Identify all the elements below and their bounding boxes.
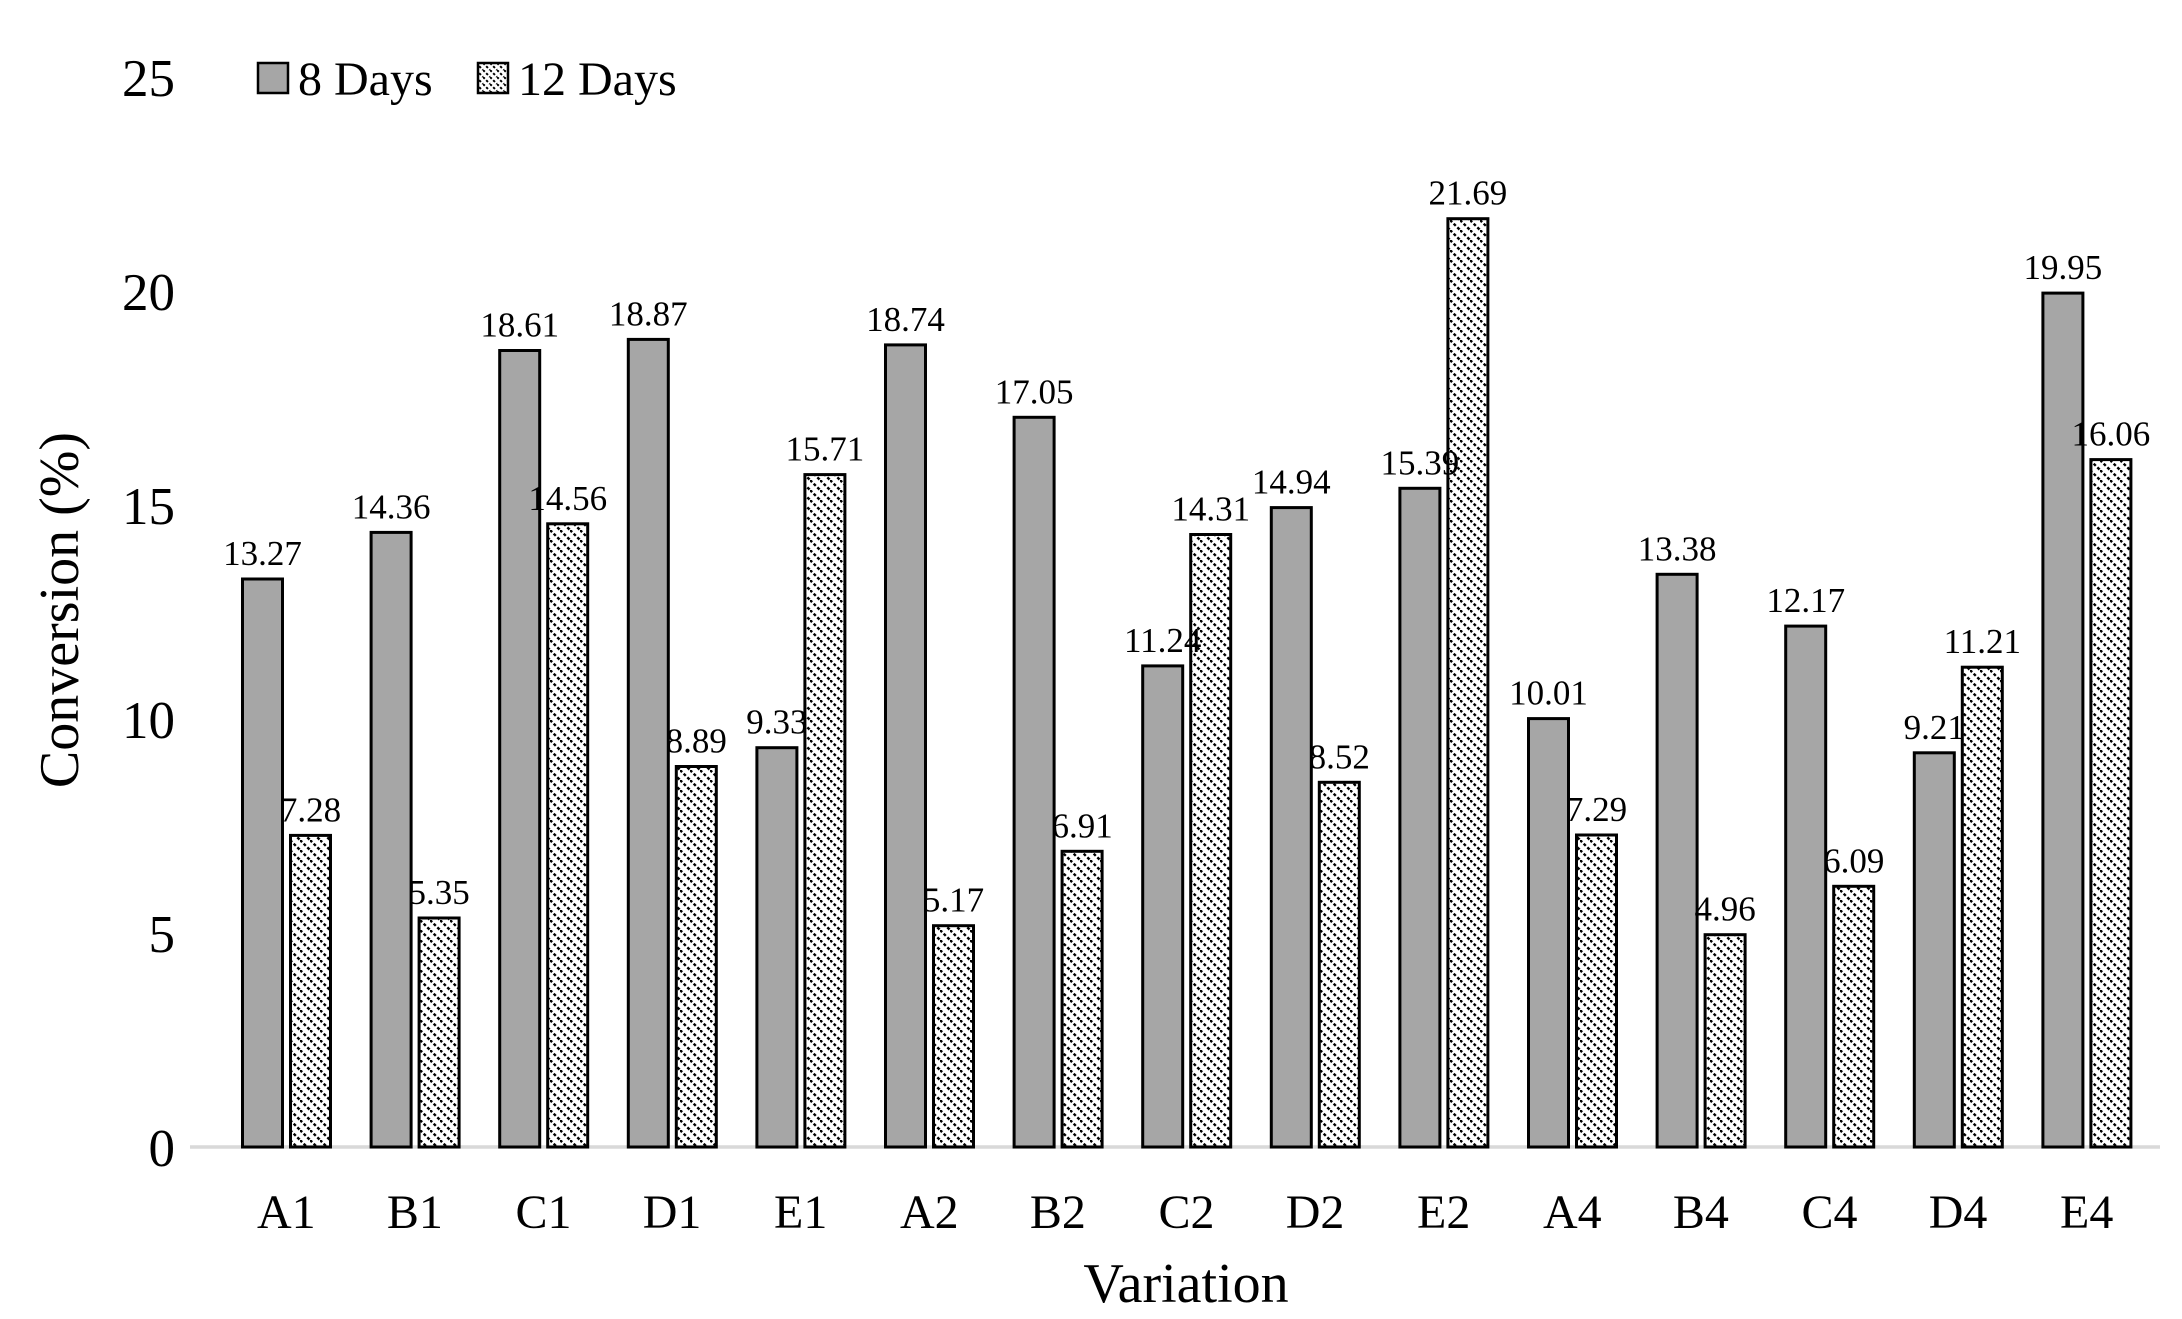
bar: [369, 530, 413, 1149]
category-label: B1: [387, 1186, 443, 1239]
value-label: 14.56: [528, 479, 607, 518]
value-label: 7.28: [280, 790, 341, 829]
y-axis-ticks: 0 5 10 15 20 25: [122, 50, 175, 1178]
value-label: 12.17: [1766, 581, 1845, 620]
legend-label-8-days: 8 Days: [298, 53, 433, 106]
category-label: E1: [774, 1186, 827, 1239]
value-label: 14.31: [1171, 490, 1250, 529]
category-label: D4: [1929, 1186, 1988, 1239]
bar: [755, 746, 799, 1149]
value-label: 21.69: [1429, 174, 1508, 213]
y-axis-title: Conversion (%): [29, 432, 91, 788]
bar: [1527, 717, 1570, 1149]
bar: [1060, 849, 1104, 1149]
bar: [1141, 664, 1185, 1149]
bar: [1703, 933, 1747, 1149]
plot-area: 13.27 14.36 18.61 18.87 9.33 18.74 17.05 11.24 1…: [223, 174, 2151, 1149]
category-label: D1: [643, 1186, 702, 1239]
x-axis-title: Variation: [1083, 1253, 1288, 1315]
category-label: E4: [2060, 1186, 2113, 1239]
value-label: 19.95: [2024, 248, 2103, 287]
value-label: 4.96: [1694, 890, 1755, 929]
value-label: 10.01: [1509, 674, 1588, 713]
bar: [2041, 291, 2085, 1149]
y-tick-label: 5: [149, 906, 176, 964]
value-label: 6.91: [1051, 806, 1112, 845]
value-label: 5.35: [408, 873, 469, 912]
bar: [1912, 751, 1956, 1149]
bar: [674, 765, 718, 1149]
bar: [417, 916, 461, 1149]
value-label: 14.36: [352, 487, 431, 526]
x-axis-categories: A1 B1 C1 D1 E1 A2 B2 C2 D2 E2 A4 B4 C4 D4 E4: [257, 1186, 2113, 1239]
bar: [289, 833, 332, 1149]
legend: 8 Days 12 Days: [256, 53, 677, 106]
y-tick-label: 20: [122, 264, 175, 322]
bar: [1832, 884, 1876, 1149]
value-label: 13.38: [1638, 529, 1717, 568]
bar: [1784, 624, 1828, 1149]
value-label: 17.05: [995, 372, 1074, 411]
value-label: 18.74: [866, 300, 945, 339]
bar: [241, 577, 284, 1149]
category-label: A2: [900, 1186, 959, 1239]
bar: [1960, 665, 2004, 1149]
legend-swatch-8-days-icon: [256, 61, 290, 95]
bar: [1655, 572, 1699, 1149]
category-label: C1: [515, 1186, 571, 1239]
category-label: A4: [1543, 1186, 1602, 1239]
value-label: 8.89: [666, 722, 727, 761]
category-label: B2: [1030, 1186, 1086, 1239]
value-label: 15.71: [786, 430, 865, 469]
bar: [626, 337, 670, 1149]
bar: [1575, 833, 1618, 1149]
value-label: 16.06: [2072, 415, 2151, 454]
value-label: 18.87: [609, 294, 688, 333]
bar: [803, 473, 847, 1149]
category-label: C2: [1158, 1186, 1214, 1239]
category-label: B4: [1673, 1186, 1729, 1239]
bar: [1189, 533, 1233, 1149]
bar: [1398, 486, 1442, 1149]
value-label: 6.09: [1823, 841, 1884, 880]
value-label: 7.29: [1566, 790, 1627, 829]
bar: [884, 343, 927, 1149]
value-label: 14.94: [1252, 463, 1331, 502]
value-label: 18.61: [480, 306, 559, 345]
value-label: 11.24: [1124, 621, 1201, 660]
y-tick-label: 15: [122, 478, 175, 536]
value-label: 15.39: [1381, 443, 1460, 482]
category-label: C4: [1801, 1186, 1857, 1239]
bar: [1012, 415, 1056, 1149]
bar: [1446, 217, 1490, 1149]
category-label: A1: [257, 1186, 316, 1239]
series-8-days: 13.27 14.36 18.61 18.87 9.33 18.74 17.05 11.24 1…: [223, 248, 2103, 1149]
value-label: 11.21: [1944, 622, 2021, 661]
value-label: 8.52: [1309, 737, 1370, 776]
legend-label-12-days: 12 Days: [518, 53, 677, 106]
y-tick-label: 10: [122, 692, 175, 750]
bar: [2089, 458, 2133, 1149]
value-label: 9.33: [746, 703, 807, 742]
bar: [1269, 506, 1313, 1149]
bar: [1317, 780, 1361, 1149]
legend-swatch-12-days-icon: [476, 61, 510, 95]
value-label: 9.21: [1904, 708, 1965, 747]
bar: [546, 522, 590, 1149]
series-12-days: 7.28 5.35 14.56 8.89 15.71 5.17 6.91 14.31 8.52 2…: [280, 174, 2151, 1149]
value-label: 13.27: [223, 534, 302, 573]
category-label: D2: [1286, 1186, 1345, 1239]
bar: [932, 924, 975, 1149]
y-tick-label: 0: [149, 1120, 176, 1178]
y-tick-label: 25: [122, 50, 175, 108]
category-label: E2: [1417, 1186, 1470, 1239]
bar: [498, 349, 542, 1149]
value-label: 5.17: [923, 881, 984, 920]
